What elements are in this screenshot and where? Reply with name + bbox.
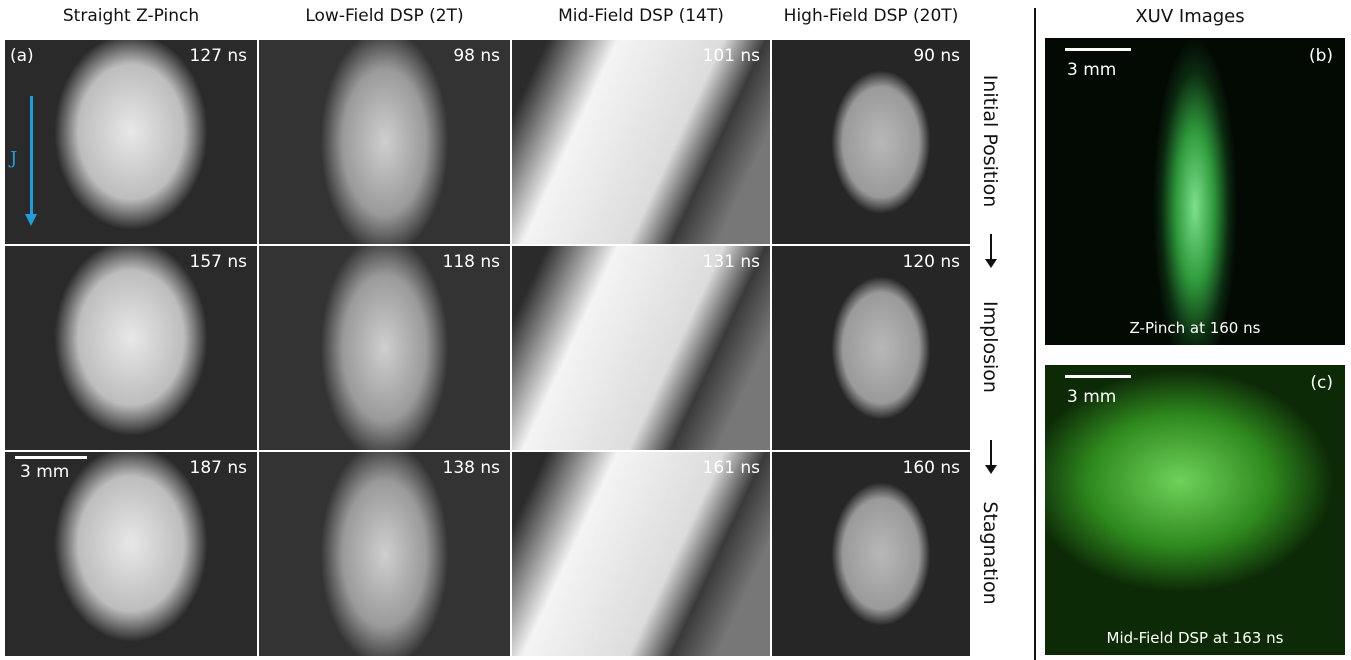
caption: Mid-Field DSP at 163 ns (1045, 629, 1345, 647)
current-label: J (10, 148, 17, 169)
stage-label: Implosion (979, 247, 1001, 447)
column-header: Mid-Field DSP (14T) (512, 6, 770, 26)
panel-label: (b) (1309, 46, 1333, 66)
scale-bar (1065, 48, 1131, 51)
image-panel: 187 ns (5, 452, 257, 656)
image-panel: 131 ns (512, 246, 770, 450)
time-label: 90 ns (913, 46, 960, 66)
image-panel: 127 ns (5, 40, 257, 244)
stage-label: Stagnation (979, 453, 1001, 653)
image-panel: 157 ns (5, 246, 257, 450)
column-header: High-Field DSP (20T) (772, 6, 970, 26)
scale-bar (1065, 375, 1131, 378)
time-label: 120 ns (903, 252, 960, 272)
divider (1034, 8, 1036, 660)
scale-bar-label: 3 mm (20, 462, 69, 482)
image-panel: 98 ns (259, 40, 510, 244)
current-arrowhead (25, 214, 37, 226)
image-panel: 161 ns (512, 452, 770, 656)
time-label: 161 ns (703, 458, 760, 478)
panel-label: (c) (1310, 373, 1333, 393)
scale-bar-label: 3 mm (1067, 387, 1116, 407)
time-label: 138 ns (443, 458, 500, 478)
panel-label: (a) (10, 46, 34, 66)
stage-label: Initial Position (979, 41, 1001, 241)
image-panel: 138 ns (259, 452, 510, 656)
column-header: Low-Field DSP (2T) (259, 6, 510, 26)
image-panel: 101 ns (512, 40, 770, 244)
time-label: 160 ns (903, 458, 960, 478)
scale-bar (15, 456, 87, 459)
column-header: Straight Z-Pinch (5, 6, 257, 26)
caption: Z-Pinch at 160 ns (1045, 319, 1345, 337)
image-panel: 90 ns (772, 40, 970, 244)
time-label: 118 ns (443, 252, 500, 272)
time-label: 187 ns (190, 458, 247, 478)
xuv-title: XUV Images (1090, 6, 1290, 27)
time-label: 131 ns (703, 252, 760, 272)
time-label: 101 ns (703, 46, 760, 66)
xuv-panel: (c) 3 mm Mid-Field DSP at 163 ns (1045, 365, 1345, 655)
current-arrow (30, 96, 33, 218)
image-panel: 120 ns (772, 246, 970, 450)
time-label: 127 ns (190, 46, 247, 66)
time-label: 157 ns (190, 252, 247, 272)
time-label: 98 ns (453, 46, 500, 66)
figure: XUV Images Straight Z-PinchLow-Field DSP… (0, 0, 1351, 660)
image-panel: 160 ns (772, 452, 970, 656)
xuv-panel: (b) 3 mm Z-Pinch at 160 ns (1045, 38, 1345, 345)
image-panel: 118 ns (259, 246, 510, 450)
scale-bar-label: 3 mm (1067, 60, 1116, 80)
